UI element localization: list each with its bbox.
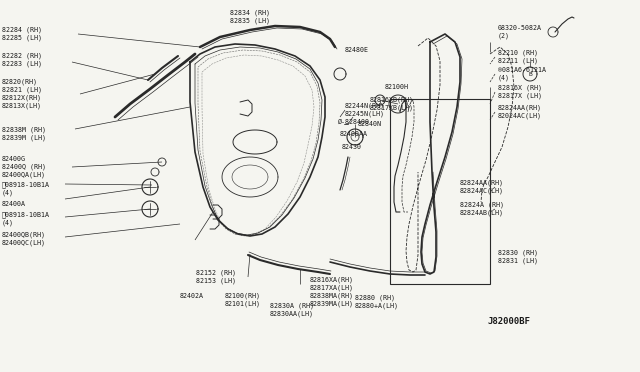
Text: ®081A6-6121A
(4): ®081A6-6121A (4) bbox=[498, 67, 546, 81]
Text: ⓝ08918-10B1A
(4): ⓝ08918-10B1A (4) bbox=[2, 182, 50, 196]
Text: Ø-828400: Ø-828400 bbox=[338, 119, 370, 125]
Text: 82824A (RH)
82824AB(LH): 82824A (RH) 82824AB(LH) bbox=[460, 202, 504, 216]
Text: 82838M (RH)
82839M (LH): 82838M (RH) 82839M (LH) bbox=[2, 127, 46, 141]
Text: 82430: 82430 bbox=[342, 144, 362, 150]
Text: J82000BF: J82000BF bbox=[488, 317, 531, 327]
Text: 82402A: 82402A bbox=[180, 293, 204, 299]
Text: 82282 (RH)
82283 (LH): 82282 (RH) 82283 (LH) bbox=[2, 53, 42, 67]
Text: 82400AA: 82400AA bbox=[340, 131, 368, 137]
Text: 82400G
82400Q (RH)
82400QA(LH): 82400G 82400Q (RH) 82400QA(LH) bbox=[2, 156, 46, 178]
Text: 82830 (RH)
82831 (LH): 82830 (RH) 82831 (LH) bbox=[498, 250, 538, 264]
Text: 82100H: 82100H bbox=[385, 84, 409, 90]
Text: 82400QB(RH)
82400QC(LH): 82400QB(RH) 82400QC(LH) bbox=[2, 232, 46, 246]
Text: 82824AA(RH)
82824AC(LH): 82824AA(RH) 82824AC(LH) bbox=[460, 180, 504, 194]
Text: 82820(RH)
82821 (LH)
82812X(RH)
82813X(LH): 82820(RH) 82821 (LH) 82812X(RH) 82813X(L… bbox=[2, 79, 42, 109]
Text: 82816XA(RH)
82817XA(LH)
82838MA(RH)
82839MA(LH): 82816XA(RH) 82817XA(LH) 82838MA(RH) 8283… bbox=[310, 277, 354, 307]
Text: 82152 (RH)
82153 (LH): 82152 (RH) 82153 (LH) bbox=[196, 270, 236, 284]
Text: 82830A (RH)
82830AA(LH): 82830A (RH) 82830AA(LH) bbox=[270, 303, 314, 317]
Text: 82210 (RH)
82211 (LH): 82210 (RH) 82211 (LH) bbox=[498, 50, 538, 64]
Text: 82834 (RH)
82835 (LH): 82834 (RH) 82835 (LH) bbox=[230, 10, 270, 24]
Text: 82480E: 82480E bbox=[345, 47, 369, 53]
Text: 82244N(RH)
82245N(LH): 82244N(RH) 82245N(LH) bbox=[345, 103, 385, 117]
Text: 82100(RH)
82101(LH): 82100(RH) 82101(LH) bbox=[225, 293, 261, 307]
Text: 82284 (RH)
82285 (LH): 82284 (RH) 82285 (LH) bbox=[2, 27, 42, 41]
Text: 82816XB(RH)
82817XB(LH): 82816XB(RH) 82817XB(LH) bbox=[370, 97, 414, 111]
Text: 82816X (RH)
82817X (LH): 82816X (RH) 82817X (LH) bbox=[498, 85, 542, 99]
Text: 82840N: 82840N bbox=[358, 121, 382, 127]
Text: 82880 (RH)
82880+A(LH): 82880 (RH) 82880+A(LH) bbox=[355, 295, 399, 309]
Text: ⓝ08918-10B1A
(4): ⓝ08918-10B1A (4) bbox=[2, 212, 50, 226]
Text: B: B bbox=[528, 71, 532, 77]
Text: 82400A: 82400A bbox=[2, 201, 26, 207]
Text: 08320-5082A
(2): 08320-5082A (2) bbox=[498, 25, 542, 39]
Text: 82824AA(RH)
82024AC(LH): 82824AA(RH) 82024AC(LH) bbox=[498, 105, 542, 119]
